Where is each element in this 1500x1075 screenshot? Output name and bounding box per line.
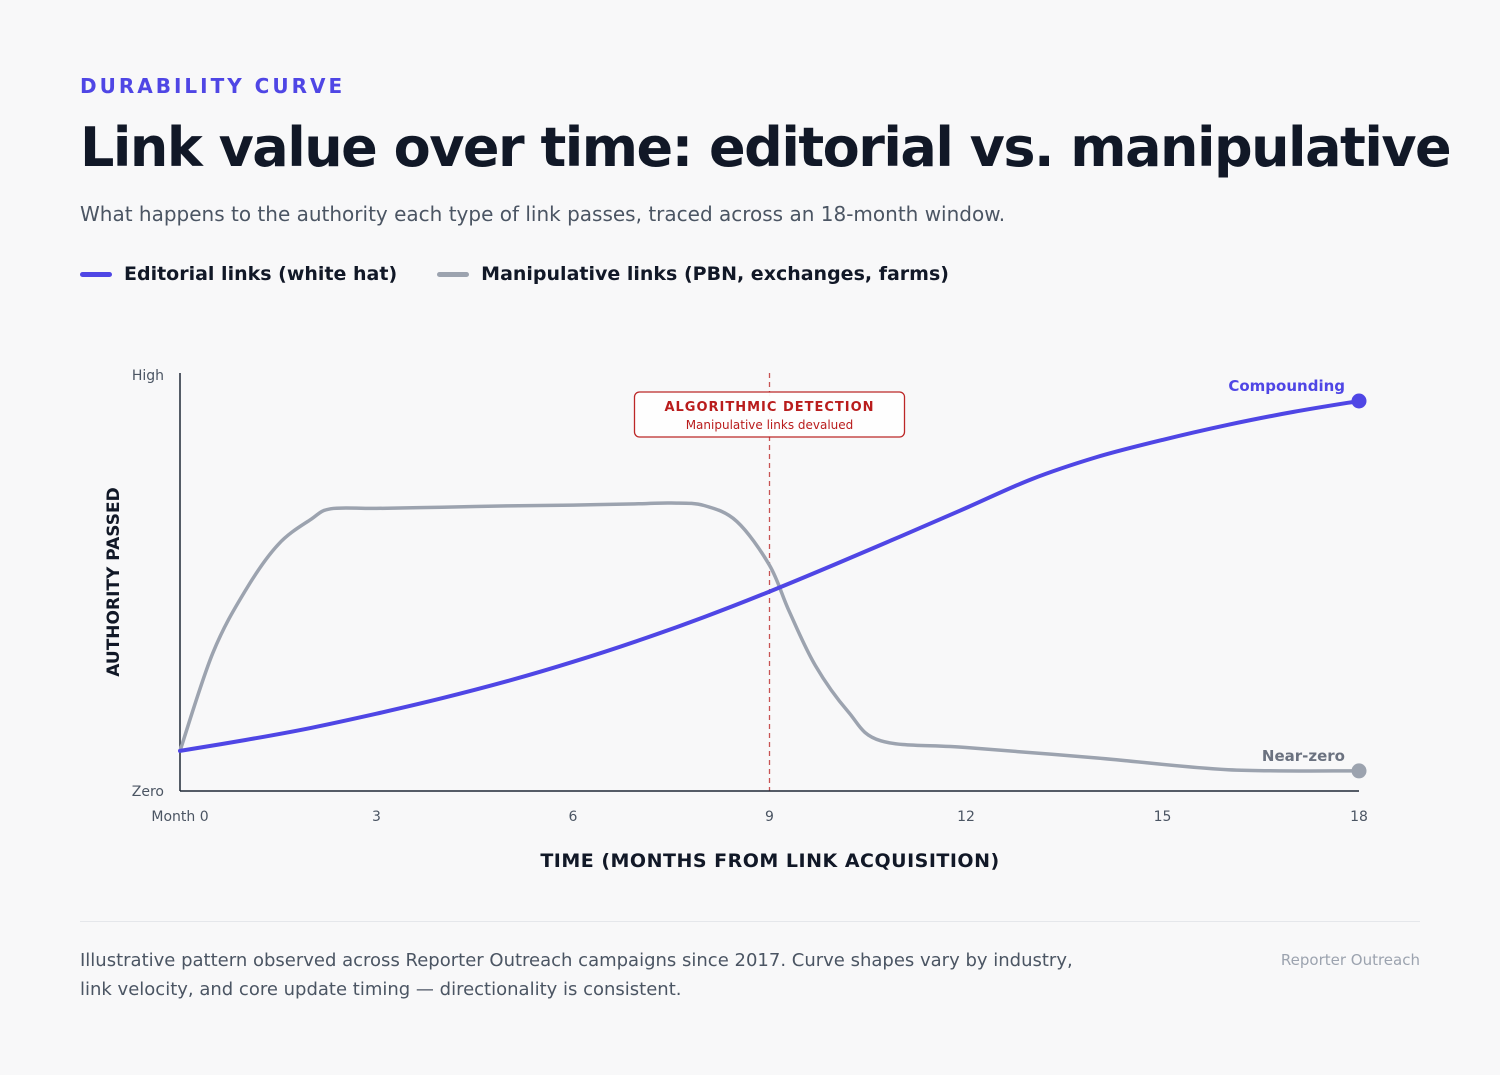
chart-title: Link value over time: editorial vs. mani…	[80, 116, 1452, 179]
end-label-editorial: Compounding	[1228, 377, 1345, 395]
brand-label: Reporter Outreach	[1280, 951, 1420, 969]
x-tick-label: 15	[1154, 809, 1172, 825]
legend-item-manipulative: Manipulative links (PBN, exchanges, farm…	[437, 263, 949, 285]
x-tick-label: Month 0	[151, 809, 208, 825]
x-axis-title: TIME (MONTHS FROM LINK ACQUISITION)	[540, 850, 999, 872]
x-tick-label: 18	[1350, 809, 1368, 825]
series-layer	[178, 393, 1367, 779]
x-tick-label: 9	[765, 809, 774, 825]
end-label-manipulative: Near-zero	[1262, 747, 1345, 765]
legend-swatch-manipulative	[437, 271, 470, 277]
detection-callout-text: Manipulative links devalued	[686, 418, 854, 432]
detection-callout-box	[633, 391, 906, 438]
footnote: Illustrative pattern observed across Rep…	[80, 950, 1073, 1000]
eyebrow-label: DURABILITY CURVE	[80, 74, 346, 98]
annotation-layer: ALGORITHMIC DETECTION Manipulative links …	[633, 373, 906, 791]
x-tick-label: 6	[569, 809, 578, 825]
endpoint-dot-manipulative	[1351, 763, 1367, 779]
legend-label-manipulative: Manipulative links (PBN, exchanges, farm…	[481, 263, 949, 285]
footer-divider	[80, 921, 1420, 922]
chart-subtitle: What happens to the authority each type …	[80, 202, 1006, 226]
series-line-editorial	[178, 399, 1361, 753]
chart-legend: Editorial links (white hat) Manipulative…	[80, 263, 989, 285]
axes-layer: Zero High Month 0 3 6 9 12 15 18 TIME (MONTHS FRO…	[104, 368, 1368, 872]
y-axis-title: AUTHORITY PASSED	[104, 487, 124, 676]
x-tick-label: 3	[372, 809, 381, 825]
y-tick-label: Zero	[132, 784, 164, 800]
series-line-manipulative	[178, 501, 1361, 773]
x-tick-label: 12	[957, 809, 975, 825]
detection-callout-title: ALGORITHMIC DETECTION	[664, 400, 874, 415]
y-tick-label: High	[132, 368, 164, 384]
legend-item-editorial: Editorial links (white hat)	[80, 263, 397, 285]
legend-label-editorial: Editorial links (white hat)	[124, 263, 398, 285]
legend-swatch-editorial	[80, 271, 112, 277]
label-layer: Near-zero Compounding	[1228, 377, 1345, 765]
endpoint-dot-editorial	[1351, 393, 1367, 409]
